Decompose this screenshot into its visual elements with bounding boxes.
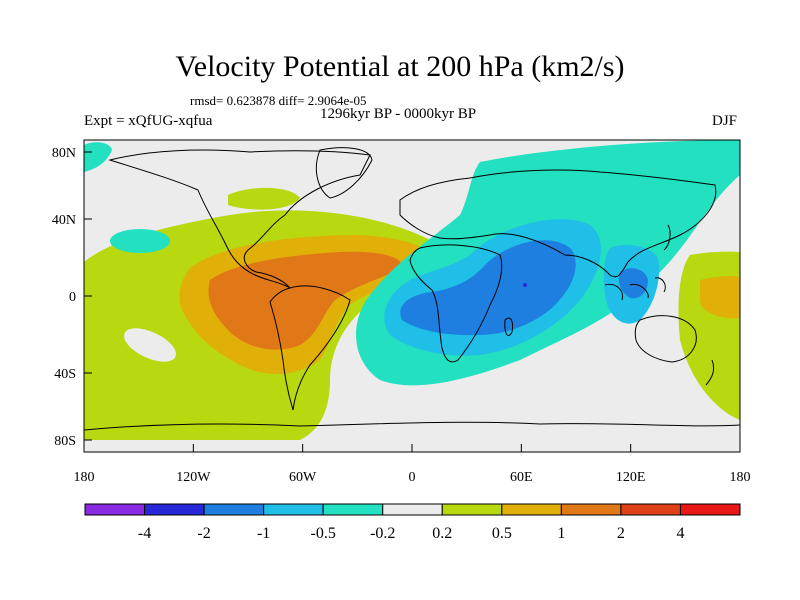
- colorbar-box: [144, 503, 205, 516]
- field-negative-light-pacific: [110, 229, 170, 253]
- coast-maritime-continent: [604, 277, 666, 301]
- colorbar-box: [84, 503, 146, 516]
- lat-tick-label: 80S: [54, 434, 76, 449]
- lat-tick-label: 40N: [52, 213, 76, 228]
- colorbar-box: [203, 503, 265, 516]
- colorbar-box: [560, 503, 622, 516]
- colorbar-box: [382, 503, 443, 516]
- field-negative-strong-indo: [618, 268, 648, 299]
- coast-madagascar: [504, 317, 513, 336]
- coast-greenland: [315, 147, 373, 199]
- colorbar-box: [679, 503, 741, 516]
- coast-japan: [663, 224, 671, 251]
- coast-antarctica: [84, 421, 740, 431]
- coast-africa: [409, 244, 503, 363]
- experiment-label: Expt = xQfUG-xqfua: [84, 113, 213, 129]
- colorbar-box: [322, 503, 384, 516]
- field-neutral-pocket: [124, 328, 176, 362]
- colorbar-label: -2: [197, 525, 210, 542]
- colorbar-label: -0.2: [370, 525, 395, 542]
- latitude-axis: 80N 40N 0 40S 80S: [52, 146, 92, 449]
- season-label: DJF: [712, 113, 738, 129]
- colorbar-label: 4: [676, 525, 684, 542]
- lon-tick-label: 60W: [289, 470, 317, 485]
- colorbar-labels: -4 -2 -1 -0.5 -0.2 0.2 0.5 1 2 4: [138, 525, 685, 542]
- field-positive-light-north: [228, 187, 300, 210]
- colorbar-box: [620, 503, 681, 516]
- lon-tick-label: 180: [730, 470, 751, 485]
- lat-tick-label: 0: [69, 290, 76, 305]
- coast-australia: [634, 315, 697, 363]
- field-negative-light-arctic: [84, 142, 112, 172]
- lon-tick-label: 60E: [510, 470, 533, 485]
- coast-north-america: [108, 149, 371, 289]
- chart-title: Velocity Potential at 200 hPa (km2/s): [175, 50, 625, 83]
- colorbar-label: 0.2: [432, 525, 452, 542]
- lon-tick-label: 180: [74, 470, 95, 485]
- lon-tick-label: 120E: [616, 470, 646, 485]
- colorbar-box: [441, 503, 503, 516]
- stats-annotation: rmsd= 0.623878 diff= 2.9064e-05: [190, 93, 367, 108]
- field-negative-strong: [400, 240, 576, 336]
- period-annotation: 1296kyr BP - 0000kyr BP: [320, 106, 477, 122]
- colorbar-box: [263, 503, 324, 516]
- lat-tick-label: 40S: [54, 367, 76, 382]
- coast-new-zealand: [705, 359, 715, 386]
- colorbar-label: -0.5: [311, 525, 336, 542]
- lat-tick-label: 80N: [52, 146, 76, 161]
- colorbar-label: 2: [617, 525, 625, 542]
- field-negative-max: [523, 283, 527, 287]
- coast-europe-asia: [399, 169, 717, 278]
- longitude-axis: 180 120W 60W 0 60E 120E 180: [74, 444, 751, 485]
- colorbar-label: -4: [138, 525, 151, 542]
- colorbar-label: -1: [257, 525, 270, 542]
- coast-south-america: [269, 285, 351, 411]
- colorbar-box: [501, 503, 562, 516]
- lon-tick-label: 0: [409, 470, 416, 485]
- coastlines: [84, 147, 740, 431]
- lon-tick-label: 120W: [176, 470, 211, 485]
- field-positive-mid-east: [700, 275, 740, 319]
- colorbar-label: 1: [557, 525, 565, 542]
- colorbar-boxes: [84, 503, 741, 516]
- colorbar-label: 0.5: [492, 525, 512, 542]
- map-field: [84, 140, 740, 452]
